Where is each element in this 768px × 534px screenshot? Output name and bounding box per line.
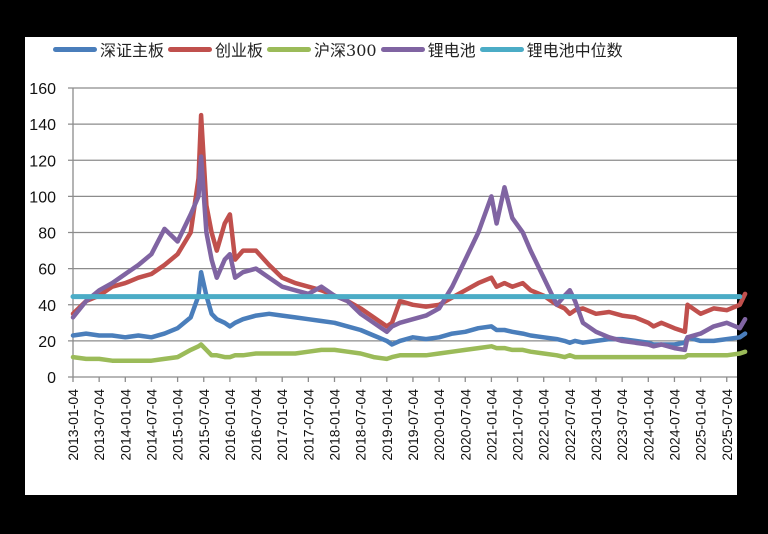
series-line bbox=[70, 112, 748, 335]
x-tick-label: 2025-01-04 bbox=[693, 389, 709, 461]
legend-swatch bbox=[53, 46, 97, 52]
x-tick-label: 2023-07-04 bbox=[614, 389, 630, 461]
y-tick-label: 80 bbox=[38, 226, 56, 243]
x-tick-label: 2022-07-04 bbox=[562, 389, 578, 461]
x-tick-label: 2013-01-04 bbox=[65, 389, 81, 461]
x-tick-label: 2014-01-04 bbox=[117, 389, 133, 461]
x-tick-label: 2015-01-04 bbox=[170, 389, 186, 461]
y-tick-label: 120 bbox=[29, 153, 56, 170]
x-tick-label: 2014-07-04 bbox=[143, 389, 159, 461]
x-tick-label: 2017-01-04 bbox=[274, 389, 290, 461]
y-tick-label: 100 bbox=[29, 189, 56, 206]
x-tick-label: 2018-01-04 bbox=[327, 389, 343, 461]
x-tick-label: 2024-07-04 bbox=[666, 389, 682, 461]
x-tick-label: 2016-01-04 bbox=[222, 389, 238, 461]
x-tick-label: 2020-07-04 bbox=[457, 389, 473, 461]
x-tick-label: 2022-01-04 bbox=[536, 389, 552, 461]
legend-item-lithium-battery: 锂电池 bbox=[380, 37, 476, 61]
x-tick-label: 2017-07-04 bbox=[300, 389, 316, 461]
legend-label: 锂电池中位数 bbox=[526, 41, 623, 60]
legend-swatch bbox=[168, 46, 213, 52]
legend-swatch bbox=[380, 46, 425, 52]
x-tick-label: 2021-07-04 bbox=[510, 389, 526, 461]
x-tick-label: 2025-07-04 bbox=[719, 389, 735, 461]
legend-swatch bbox=[267, 46, 312, 52]
x-tick-label: 2019-01-04 bbox=[379, 389, 395, 461]
y-tick-label: 0 bbox=[47, 370, 56, 387]
legend-item-shenzhen-main: 深证主板 bbox=[53, 37, 164, 61]
legend-label: 沪深300 bbox=[314, 41, 377, 60]
legend-label: 创业板 bbox=[215, 41, 264, 60]
x-tick-label: 2021-01-04 bbox=[483, 389, 499, 461]
x-tick-label: 2013-07-04 bbox=[91, 389, 107, 461]
chart-panel bbox=[25, 37, 737, 495]
legend-label: 深证主板 bbox=[100, 41, 165, 60]
legend-label: 锂电池 bbox=[427, 41, 476, 60]
x-tick-label: 2015-07-04 bbox=[196, 389, 212, 461]
y-tick-label: 140 bbox=[29, 117, 56, 134]
x-tick-label: 2018-07-04 bbox=[353, 389, 369, 461]
x-tick-label: 2020-01-04 bbox=[431, 389, 447, 461]
series-line bbox=[70, 154, 748, 353]
chart-legend: 深证主板 创业板 沪深300 锂电池 锂电池中位数 bbox=[25, 37, 737, 61]
y-tick-label: 60 bbox=[38, 262, 56, 279]
x-tick-label: 2016-07-04 bbox=[248, 389, 264, 461]
x-tick-label: 2023-01-04 bbox=[588, 389, 604, 461]
x-tick-label: 2019-07-04 bbox=[405, 389, 421, 461]
series-line bbox=[70, 269, 748, 347]
legend-swatch bbox=[479, 46, 524, 52]
y-tick-label: 160 bbox=[29, 81, 56, 98]
y-tick-label: 20 bbox=[38, 334, 56, 351]
legend-item-csi300: 沪深300 bbox=[267, 37, 377, 61]
y-tick-label: 40 bbox=[38, 298, 56, 315]
series-line bbox=[70, 342, 748, 363]
legend-item-chinext: 创业板 bbox=[168, 37, 263, 61]
x-tick-label: 2024-01-04 bbox=[640, 389, 656, 461]
legend-item-lithium-median: 锂电池中位数 bbox=[479, 37, 623, 61]
